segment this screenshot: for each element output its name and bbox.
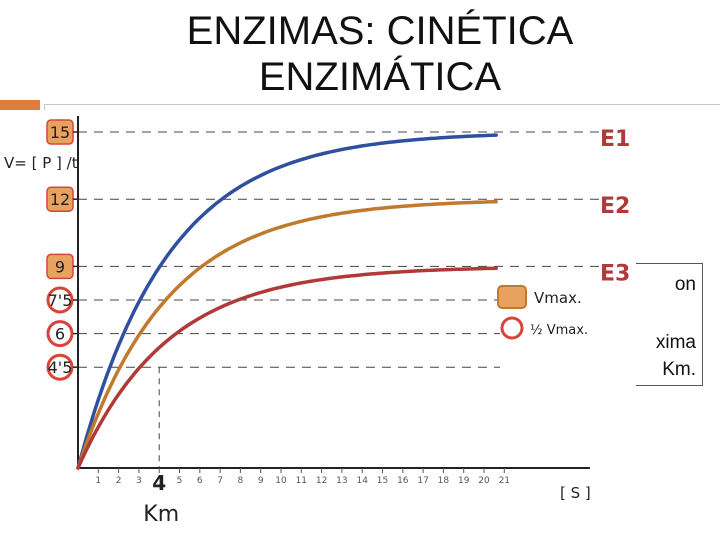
series-line-e3 bbox=[76, 266, 498, 470]
legend-vmax-label: Vmax. bbox=[534, 289, 582, 307]
series-line-e1 bbox=[76, 133, 498, 470]
axis-labels: V= [ P ] /t [ S ] Km bbox=[4, 154, 591, 527]
y-tick-label-1: 12 bbox=[50, 190, 70, 209]
y-tick-label-5: 4'5 bbox=[48, 358, 73, 377]
y-tick-label-4: 6 bbox=[55, 325, 65, 344]
series-line-e2 bbox=[76, 199, 498, 470]
x-axis-label: [ S ] bbox=[560, 484, 591, 502]
x-tick-label-10: 11 bbox=[296, 476, 307, 486]
side-text-line-1: on bbox=[674, 274, 696, 295]
y-tick-label-2: 9 bbox=[55, 257, 65, 276]
side-text-line-2: xima bbox=[655, 332, 696, 353]
y-tick-labels: 15 12 9 7'5 6 4'5 bbox=[46, 119, 78, 381]
x-tick-label-3: 4 bbox=[152, 471, 166, 495]
x-tick-label-4: 5 bbox=[177, 476, 183, 486]
x-tick-label-16: 17 bbox=[417, 476, 428, 486]
x-tick-label-12: 13 bbox=[336, 476, 347, 486]
x-tick-labels: 1 2 3 4 5 6 7 8 9 10 11 12 13 14 15 16 17 18 19 20 21 bbox=[95, 468, 510, 495]
x-tick-label-18: 19 bbox=[458, 476, 470, 486]
side-text-line-3: Km. bbox=[662, 359, 696, 380]
title-accent-bar bbox=[0, 100, 40, 110]
km-label: Km bbox=[143, 502, 179, 527]
y-tick-label-3: 7'5 bbox=[48, 291, 73, 310]
x-tick-label-15: 16 bbox=[397, 476, 409, 486]
slide-title: ENZIMAS: CINÉTICA ENZIMÁTICA bbox=[120, 8, 640, 100]
series-label-e1: E1 bbox=[600, 127, 630, 152]
x-tick-label-14: 15 bbox=[377, 476, 388, 486]
half-vmax-marker-3 bbox=[46, 286, 74, 314]
y-tick-label-0: 15 bbox=[50, 123, 70, 142]
legend-half-vmax-label: ½ Vmax. bbox=[530, 323, 588, 338]
x-tick-label-5: 6 bbox=[197, 476, 203, 486]
half-vmax-marker-5 bbox=[46, 353, 74, 381]
x-tick-label-7: 8 bbox=[238, 476, 244, 486]
x-tick-label-1: 2 bbox=[116, 476, 122, 486]
x-tick-label-6: 7 bbox=[217, 476, 223, 486]
y-axis-label: V= [ P ] /t bbox=[4, 154, 78, 172]
x-tick-label-0: 1 bbox=[95, 476, 101, 486]
x-tick-label-11: 12 bbox=[316, 476, 327, 486]
legend-half-vmax-marker bbox=[500, 316, 524, 340]
slide-title-line-2: ENZIMÁTICA bbox=[258, 55, 502, 99]
x-tick-label-9: 10 bbox=[275, 476, 287, 486]
x-tick-label-13: 14 bbox=[356, 476, 368, 486]
x-tick-label-19: 20 bbox=[478, 476, 490, 486]
chart-series: E1 E2 E3 bbox=[76, 127, 630, 470]
guide-lines bbox=[78, 131, 604, 468]
title-divider bbox=[44, 104, 720, 114]
legend-vmax-marker bbox=[497, 285, 527, 309]
x-tick-label-17: 18 bbox=[438, 476, 450, 486]
series-label-e3: E3 bbox=[600, 261, 630, 286]
x-tick-label-8: 9 bbox=[258, 476, 264, 486]
chart-legend: Vmax. ½ Vmax. bbox=[497, 285, 588, 340]
half-vmax-marker-4 bbox=[46, 320, 74, 348]
x-tick-label-2: 3 bbox=[136, 476, 142, 486]
series-label-e2: E2 bbox=[600, 194, 630, 219]
slide-title-line-1: ENZIMAS: CINÉTICA bbox=[186, 9, 574, 53]
x-tick-label-20: 21 bbox=[499, 476, 510, 486]
